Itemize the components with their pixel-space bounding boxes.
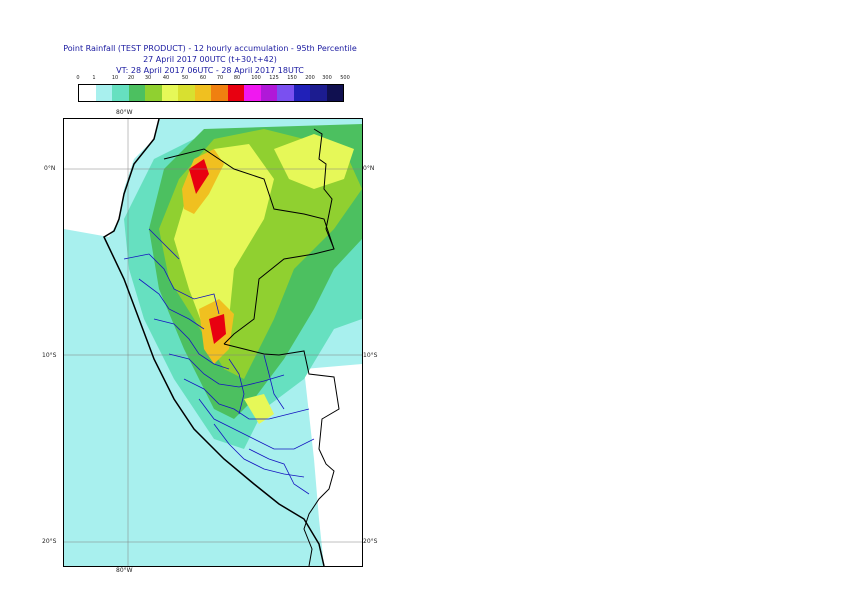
legend-swatch (244, 85, 261, 101)
legend-tick: 20 (127, 75, 135, 81)
legend-tick: 150 (287, 75, 297, 81)
legend-tick: 10 (111, 75, 119, 81)
admin-boundaries (123, 228, 315, 495)
dry-region-nw (64, 119, 159, 237)
lat-label-right: 20°S (363, 538, 378, 545)
color-legend (78, 84, 344, 102)
legend-swatch (161, 85, 178, 101)
legend-swatch (260, 85, 277, 101)
legend-swatch (112, 85, 129, 101)
legend-tick: 300 (322, 75, 332, 81)
legend-swatch (178, 85, 195, 101)
legend-swatch (326, 85, 343, 101)
legend-swatch (95, 85, 112, 101)
legend-tick: 200 (305, 75, 315, 81)
border-colombia-brazil (313, 128, 335, 250)
legend-swatch (227, 85, 244, 101)
legend-tick: 80 (233, 75, 241, 81)
legend-swatch (310, 85, 327, 101)
legend-tick: 1 (92, 75, 96, 81)
legend-tick: 70 (216, 75, 224, 81)
legend-tick: 125 (269, 75, 279, 81)
legend-tick-labels: 0 1 10 20 30 40 50 60 70 80 100 125 150 … (70, 75, 360, 83)
legend-tick: 500 (340, 75, 350, 81)
legend-tick: 0 (76, 75, 80, 81)
chart-title-line2: 27 April 2017 00UTC (t+30,t+42) (143, 55, 277, 64)
legend-swatch (293, 85, 310, 101)
legend-swatch (194, 85, 211, 101)
lon-label-top: 80°W (116, 109, 133, 116)
legend-tick: 40 (162, 75, 170, 81)
rain-80-100-north (189, 159, 209, 194)
rain-80-100-central (209, 314, 226, 344)
rainfall-map[interactable] (63, 118, 363, 567)
border-ecuador-colombia-peru (163, 148, 335, 345)
legend-tick: 50 (181, 75, 189, 81)
rain-40-50-south (244, 394, 274, 424)
lat-label-left: 0°N (44, 165, 56, 172)
lon-label-bottom: 80°W (116, 567, 133, 574)
chart-title-line3: VT: 28 April 2017 06UTC - 28 April 2017 … (116, 66, 304, 75)
legend-swatch (277, 85, 294, 101)
lat-label-left: 20°S (42, 538, 57, 545)
lat-label-right: 0°N (363, 165, 375, 172)
legend-swatch (145, 85, 162, 101)
legend-swatch (79, 85, 96, 101)
lat-label-right: 10°S (363, 352, 378, 359)
legend-tick: 30 (144, 75, 152, 81)
legend-tick: 100 (251, 75, 261, 81)
chart-title-line1: Point Rainfall (TEST PRODUCT) - 12 hourl… (63, 44, 357, 53)
dry-region-se (304, 364, 362, 566)
rain-40-50-ne (274, 134, 354, 189)
lat-label-left: 10°S (42, 352, 57, 359)
coastline (103, 119, 325, 566)
legend-swatch (128, 85, 145, 101)
legend-tick: 60 (199, 75, 207, 81)
border-peru-brazil-bolivia (223, 343, 340, 566)
legend-swatch (211, 85, 228, 101)
map-canvas (64, 119, 362, 566)
